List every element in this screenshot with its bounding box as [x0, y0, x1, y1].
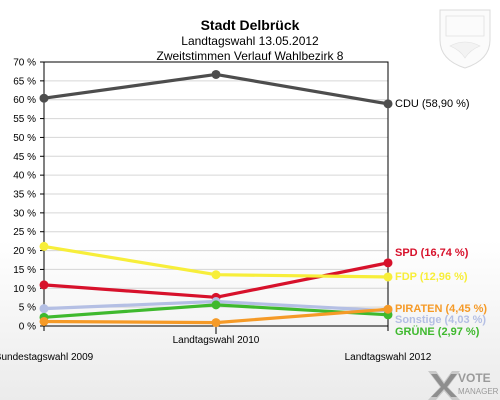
- series-line-spd: [43, 261, 389, 299]
- y-tick-label: 70 %: [13, 58, 36, 69]
- y-tick-label: 35 %: [13, 190, 36, 201]
- votemanager-logo-text: VOTE: [458, 371, 491, 385]
- y-tick-label: 65 %: [13, 76, 36, 87]
- data-point-piraten: [39, 316, 49, 326]
- series-end-labels: CDU (58,90 %) SPD (16,74 %) FDP (12,96 %) S…: [395, 98, 487, 338]
- data-point-cdu: [39, 93, 49, 103]
- chart-axes: [40, 61, 389, 334]
- votemanager-logo-subtext: MANAGER: [458, 387, 499, 396]
- y-tick-label: 40 %: [13, 171, 36, 182]
- y-tick-label: 5 %: [19, 303, 36, 314]
- chart-gridlines: [44, 61, 388, 327]
- votemanager-logo: VOTE MANAGER: [428, 371, 499, 400]
- data-point-piraten: [383, 304, 393, 314]
- data-point-fdp: [39, 241, 49, 251]
- y-tick-label: 30 %: [13, 208, 36, 219]
- data-point-spd: [39, 280, 49, 290]
- chart-title: Stadt Delbrück: [201, 17, 300, 33]
- series-label-spd: SPD (16,74 %): [395, 247, 469, 259]
- series-label-cdu: CDU (58,90 %): [395, 98, 470, 110]
- data-point-piraten: [211, 318, 221, 328]
- y-axis-tick-labels: 0 % 5 % 10 % 15 % 20 % 25 % 30 % 35 % 40 % 45 % 50…: [13, 58, 36, 333]
- series-label-fdp: FDP (12,96 %): [395, 271, 468, 283]
- data-point-gruene: [211, 300, 221, 310]
- series-label-sonstige: Sonstige (4,03 %): [395, 314, 486, 326]
- y-tick-label: 25 %: [13, 227, 36, 238]
- votemanager-logo-icon: [428, 371, 460, 400]
- coat-of-arms-nrw-icon: [439, 9, 491, 69]
- y-tick-label: 20 %: [13, 246, 36, 257]
- series-label-gruene: GRÜNE (2,97 %): [395, 325, 480, 338]
- chart-subtitle-district: Zweitstimmen Verlauf Wahlbezirk 8: [157, 49, 344, 63]
- x-axis-tick-labels: Bundestagswahl 2009 Landtagswahl 2010 Land…: [0, 335, 432, 363]
- data-point-cdu: [211, 69, 221, 79]
- chart-subtitle-election: Landtagswahl 13.05.2012: [181, 34, 319, 48]
- y-tick-label: 0 %: [19, 322, 36, 333]
- data-point-sonstige: [39, 304, 49, 314]
- y-tick-label: 45 %: [13, 152, 36, 163]
- y-tick-label: 50 %: [13, 133, 36, 144]
- x-tick-label: Landtagswahl 2010: [173, 335, 260, 346]
- y-tick-label: 10 %: [13, 284, 36, 295]
- y-tick-label: 55 %: [13, 114, 36, 125]
- x-tick-label: Landtagswahl 2012: [345, 352, 432, 363]
- data-point-fdp: [383, 272, 393, 282]
- data-point-spd: [383, 258, 393, 268]
- y-tick-label: 60 %: [13, 95, 36, 106]
- data-point-fdp: [211, 270, 221, 280]
- data-point-cdu: [383, 99, 393, 109]
- x-tick-label: Bundestagswahl 2009: [0, 352, 94, 363]
- series-label-piraten: PIRATEN (4,45 %): [395, 303, 487, 315]
- chart-series: [39, 69, 393, 328]
- y-tick-label: 15 %: [13, 265, 36, 276]
